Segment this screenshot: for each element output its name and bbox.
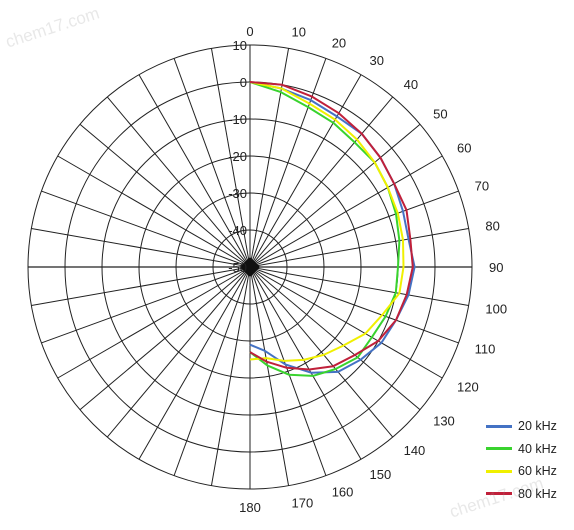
angle-tick-label: 30 xyxy=(370,53,384,68)
radial-tick-label: -30 xyxy=(228,186,247,201)
grid-spoke xyxy=(249,227,469,268)
grid-spoke xyxy=(249,266,290,486)
legend-swatch xyxy=(486,447,512,451)
grid-spoke xyxy=(57,266,251,379)
legend: 20 kHz 40 kHz 60 kHz 80 kHz xyxy=(486,415,572,505)
grid-spoke xyxy=(31,266,251,307)
angle-tick-label: 130 xyxy=(433,414,455,429)
angle-tick-label: 50 xyxy=(433,106,447,121)
grid-spoke xyxy=(106,96,251,268)
radial-tick-label: -20 xyxy=(228,149,247,164)
angle-tick-label: 90 xyxy=(489,260,503,275)
series-line-40-khz xyxy=(249,81,401,377)
axis-labels: 0 102030405060708090100110120130140150160… xyxy=(228,24,507,515)
grid-spoke xyxy=(106,266,251,438)
legend-label: 60 kHz xyxy=(518,464,557,479)
legend-swatch xyxy=(486,424,512,428)
legend-label: 20 kHz xyxy=(518,419,557,434)
legend-label: 40 kHz xyxy=(518,441,557,456)
grid-spoke xyxy=(57,155,251,268)
angle-tick-label: 160 xyxy=(332,485,354,500)
grid-spoke xyxy=(249,96,394,268)
angle-tick-label: 40 xyxy=(404,77,418,92)
radial-tick-label: -50 xyxy=(228,260,247,275)
series-line-60-khz xyxy=(249,81,405,362)
radial-tick-label: -10 xyxy=(228,112,247,127)
series-layer xyxy=(249,81,416,377)
angle-tick-label: 60 xyxy=(457,141,471,156)
angle-tick-label: 110 xyxy=(475,342,496,357)
angle-tick-label: 100 xyxy=(485,302,507,317)
angle-tick-label: 0 xyxy=(246,24,253,39)
series-line-80-khz xyxy=(249,81,414,371)
angle-tick-label: 140 xyxy=(404,443,426,458)
legend-swatch xyxy=(486,492,512,496)
grid-spoke xyxy=(249,266,459,344)
grid-spoke xyxy=(41,190,251,268)
legend-swatch xyxy=(486,469,512,473)
legend-item: 40 kHz xyxy=(486,438,572,461)
angle-tick-label: 120 xyxy=(457,380,479,395)
grid-spoke xyxy=(249,123,421,268)
grid-spoke xyxy=(249,266,443,379)
legend-label: 80 kHz xyxy=(518,486,557,501)
center-marker xyxy=(240,257,260,277)
radial-tick-label: 10 xyxy=(233,38,247,53)
angle-tick-label: 70 xyxy=(475,178,489,193)
polar-grid xyxy=(27,44,473,490)
legend-item: 20 kHz xyxy=(486,415,572,438)
grid-spoke xyxy=(249,58,327,268)
grid-spoke xyxy=(173,266,251,476)
grid-spoke xyxy=(249,266,421,411)
angle-tick-label: 80 xyxy=(485,219,499,234)
grid-spoke xyxy=(79,266,251,411)
angle-tick-label: 20 xyxy=(332,35,346,50)
grid-spoke xyxy=(249,266,394,438)
legend-item: 80 kHz xyxy=(486,483,572,506)
grid-spoke xyxy=(249,266,469,307)
grid-spoke xyxy=(249,266,362,460)
grid-spoke xyxy=(249,155,443,268)
grid-spoke xyxy=(210,48,251,268)
grid-spoke xyxy=(173,58,251,268)
grid-spoke xyxy=(41,266,251,344)
grid-spoke xyxy=(249,190,459,268)
radial-tick-label: 0 xyxy=(240,75,247,90)
angle-tick-label: 150 xyxy=(370,467,392,482)
grid-spoke xyxy=(138,74,251,268)
grid-spoke xyxy=(249,266,327,476)
angle-tick-label: 170 xyxy=(292,495,314,510)
series-line-20-khz xyxy=(249,81,416,374)
radial-tick-label: -40 xyxy=(228,223,247,238)
grid-spoke xyxy=(79,123,251,268)
grid-spoke xyxy=(210,266,251,486)
grid-spoke xyxy=(138,266,251,460)
angle-tick-label: 180 xyxy=(239,500,261,515)
grid-spoke xyxy=(31,227,251,268)
angle-tick-label: 10 xyxy=(292,25,306,40)
legend-item: 60 kHz xyxy=(486,460,572,483)
grid-spoke xyxy=(249,74,362,268)
